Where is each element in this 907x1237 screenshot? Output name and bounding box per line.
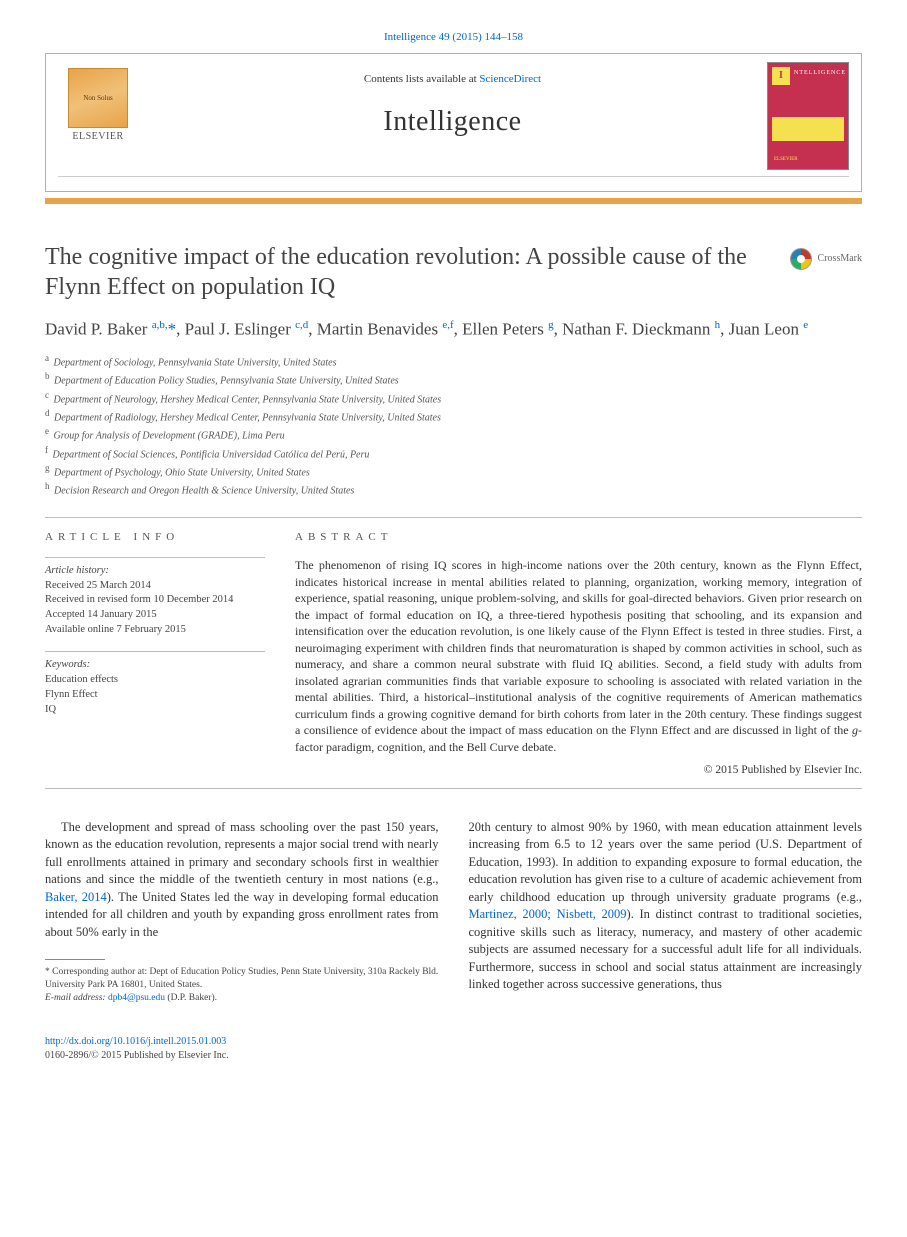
contents-prefix: Contents lists available at [364,73,479,85]
affiliation-item: c Department of Neurology, Hershey Medic… [45,389,862,407]
affiliation-item: f Department of Social Sciences, Pontifi… [45,444,862,462]
journal-title: Intelligence [138,102,767,141]
corr-email-label: E-mail address: [45,993,108,1003]
affiliations-list: a Department of Sociology, Pennsylvania … [45,352,862,499]
affiliation-item: b Department of Education Policy Studies… [45,370,862,388]
article-title: The cognitive impact of the education re… [45,242,770,302]
journal-cover-thumbnail: I NTELLIGENCE ELSEVIER [767,62,849,170]
citation-martinez-nisbett[interactable]: Martinez, 2000; Nisbett, 2009 [469,907,627,921]
corr-text: Corresponding author at: Dept of Educati… [45,967,438,990]
sciencedirect-link[interactable]: ScienceDirect [479,73,541,85]
affiliation-item: h Decision Research and Oregon Health & … [45,480,862,498]
abstract-column: ABSTRACT The phenomenon of rising IQ sco… [295,530,862,778]
cover-word: NTELLIGENCE [794,69,846,77]
article-history-block: Article history: Received 25 March 2014R… [45,557,265,637]
citation-baker-2014[interactable]: Baker, 2014 [45,890,107,904]
journal-header: Non Solus ELSEVIER Contents lists availa… [45,53,862,192]
corr-email-link[interactable]: dpb4@psu.edu [108,993,165,1003]
journal-reference: Intelligence 49 (2015) 144–158 [45,30,862,45]
keyword-item: IQ [45,703,265,718]
crossmark-icon [790,248,812,270]
keywords-label: Keywords: [45,658,265,673]
article-info-column: ARTICLE INFO Article history: Received 2… [45,530,265,778]
authors-line: David P. Baker a,b,*, Paul J. Eslinger c… [45,318,862,342]
correspondence-separator [45,959,105,960]
affiliation-item: d Department of Radiology, Hershey Medic… [45,407,862,425]
keywords-block: Keywords: Education effectsFlynn EffectI… [45,651,265,717]
elsevier-tree-icon: Non Solus [68,68,128,128]
abstract-text: The phenomenon of rising IQ scores in hi… [295,557,862,756]
doi-link[interactable]: http://dx.doi.org/10.1016/j.intell.2015.… [45,1036,226,1047]
history-line: Received in revised form 10 December 201… [45,593,265,608]
body-col1-text-a: The development and spread of mass schoo… [45,820,439,887]
keyword-item: Education effects [45,673,265,688]
body-column-left: The development and spread of mass schoo… [45,819,439,1005]
publisher-name: ELSEVIER [72,130,123,144]
section-divider [45,517,862,518]
issn-copyright: 0160-2896/© 2015 Published by Elsevier I… [45,1050,229,1061]
history-line: Received 25 March 2014 [45,579,265,594]
contents-available-line: Contents lists available at ScienceDirec… [138,72,767,87]
cover-footer: ELSEVIER [774,156,798,163]
abstract-head: ABSTRACT [295,530,862,545]
affiliation-item: g Department of Psychology, Ohio State U… [45,462,862,480]
abstract-body: The phenomenon of rising IQ scores in hi… [295,558,862,737]
abstract-copyright: © 2015 Published by Elsevier Inc. [295,762,862,778]
keyword-item: Flynn Effect [45,688,265,703]
history-line: Accepted 14 January 2015 [45,608,265,623]
body-column-right: 20th century to almost 90% by 1960, with… [469,819,863,1005]
crossmark-badge[interactable]: CrossMark [790,248,862,270]
affiliation-item: a Department of Sociology, Pennsylvania … [45,352,862,370]
publisher-block: Non Solus ELSEVIER [58,62,138,144]
section-divider-bottom [45,788,862,789]
history-label: Article history: [45,564,265,579]
corresponding-author-note: * Corresponding author at: Dept of Educa… [45,966,439,1004]
affiliation-item: e Group for Analysis of Development (GRA… [45,425,862,443]
article-info-head: ARTICLE INFO [45,530,265,545]
page-footer: http://dx.doi.org/10.1016/j.intell.2015.… [45,1035,862,1063]
orange-divider [45,198,862,204]
cover-band [772,117,844,141]
cover-letter: I [772,67,790,85]
crossmark-label: CrossMark [818,252,862,266]
body-col2-text-a: 20th century to almost 90% by 1960, with… [469,820,863,904]
history-line: Available online 7 February 2015 [45,623,265,638]
body-two-column: The development and spread of mass schoo… [45,819,862,1005]
corr-email-tail: (D.P. Baker). [165,993,217,1003]
